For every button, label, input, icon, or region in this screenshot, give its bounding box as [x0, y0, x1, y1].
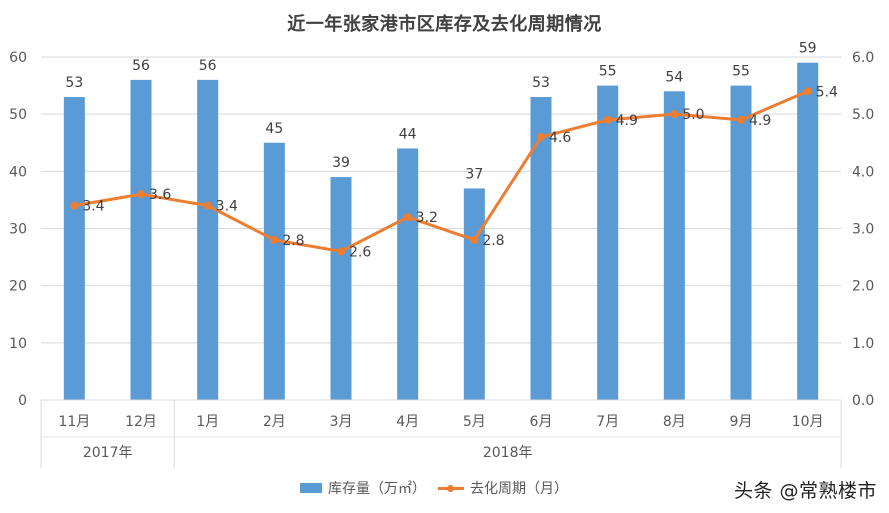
line-value-label: 5.4: [816, 84, 838, 100]
cycle-point-marker[interactable]: [70, 201, 79, 210]
x-tick-label: 11月: [58, 414, 90, 430]
inventory-bar[interactable]: [197, 79, 219, 400]
bar-value-label: 39: [332, 155, 350, 171]
bar-value-label: 59: [799, 41, 817, 57]
right-tick-label: 6.0: [852, 50, 874, 66]
bar-value-label: 44: [399, 126, 417, 142]
x-tick-label: 1月: [196, 414, 219, 430]
bar-value-label: 54: [665, 69, 683, 85]
cycle-point-marker[interactable]: [403, 213, 412, 222]
bar-value-label: 37: [465, 166, 483, 182]
bar-value-label: 55: [732, 64, 750, 80]
legend-item-inventory[interactable]: 库存量（万㎡）: [300, 478, 426, 498]
x-tick-label: 7月: [596, 414, 619, 430]
right-axis-ticks: 0.0 1.0 2.0 3.0 4.0 5.0 6.0: [852, 50, 874, 409]
left-tick-label: 10: [9, 336, 27, 352]
bar-value-label: 55: [599, 64, 617, 80]
x-group-label: 2017年: [83, 445, 133, 461]
legend: 库存量（万㎡） 去化周期（月）: [300, 478, 574, 498]
cycle-point-marker[interactable]: [670, 110, 679, 119]
inventory-bar[interactable]: [530, 97, 552, 401]
cycle-point-marker[interactable]: [737, 115, 745, 124]
bar-value-label: 53: [532, 75, 550, 91]
x-tick-label: 5月: [463, 414, 486, 430]
inventory-bar[interactable]: [597, 85, 619, 400]
cycle-point-marker[interactable]: [337, 247, 345, 256]
line-value-label: 2.8: [482, 233, 504, 249]
line-value-label: 3.2: [416, 210, 438, 226]
inventory-bar[interactable]: [463, 188, 485, 400]
inventory-bar[interactable]: [63, 97, 85, 401]
line-value-label: 3.6: [149, 187, 171, 203]
cycle-line: [70, 87, 812, 256]
bar-value-label: 56: [199, 58, 217, 74]
x-tick-label: 12月: [125, 414, 157, 430]
cycle-point-marker[interactable]: [137, 190, 145, 199]
left-tick-label: 0: [18, 393, 27, 409]
line-value-label: 4.6: [549, 130, 571, 146]
bar-value-label: 56: [132, 58, 150, 74]
inventory-bar[interactable]: [130, 79, 152, 400]
legend-label-cycle: 去化周期（月）: [470, 481, 568, 497]
line-data-labels: 3.4 3.6 3.4 2.8 2.6 3.2 2.8 4.6 4.9 5.0 4.9 5.4: [82, 84, 838, 260]
line-value-label: 3.4: [216, 199, 238, 215]
line-value-label: 5.0: [682, 107, 704, 123]
inventory-bars: [63, 62, 819, 401]
bar-swatch-icon: [300, 483, 322, 493]
x-tick-label: 10月: [792, 414, 824, 430]
left-axis-ticks: 0 10 20 30 40 50 60: [9, 50, 27, 409]
x-axis: 11月 12月 1月 2月 3月 4月 5月 6月 7月 8月 9月 10月 2017年 2018年: [40, 399, 842, 468]
line-value-label: 4.9: [749, 113, 771, 129]
cycle-point-marker[interactable]: [537, 133, 545, 142]
inventory-bar[interactable]: [330, 177, 352, 400]
bar-value-label: 45: [265, 121, 283, 137]
cycle-point-marker[interactable]: [270, 235, 279, 244]
x-tick-label: 2月: [263, 414, 286, 430]
right-tick-label: 0.0: [852, 393, 874, 409]
x-tick-label: 8月: [663, 414, 686, 430]
left-tick-label: 20: [9, 279, 27, 295]
inventory-bar[interactable]: [797, 62, 819, 400]
left-tick-label: 30: [9, 222, 27, 238]
cycle-point-marker[interactable]: [203, 201, 212, 210]
bar-value-label: 53: [65, 75, 83, 91]
watermark: 头条 @常熟楼市: [733, 480, 877, 502]
x-tick-label: 6月: [530, 414, 553, 430]
cycle-point-marker[interactable]: [803, 87, 812, 96]
inventory-bar[interactable]: [663, 91, 685, 401]
x-group-label: 2018年: [483, 445, 533, 461]
inventory-bar[interactable]: [263, 142, 285, 400]
cycle-point-marker[interactable]: [470, 235, 479, 244]
right-tick-label: 2.0: [852, 279, 874, 295]
inventory-bar[interactable]: [397, 148, 419, 400]
line-value-label: 3.4: [82, 199, 104, 215]
x-tick-label: 4月: [396, 414, 419, 430]
left-tick-label: 40: [9, 164, 27, 180]
x-tick-label: 9月: [730, 414, 753, 430]
right-tick-label: 4.0: [852, 164, 874, 180]
line-value-label: 4.9: [616, 113, 638, 129]
line-value-label: 2.8: [282, 233, 304, 249]
bar-data-labels: 53 56 56 45 39 44 37 53 55 54 55 59: [65, 41, 816, 183]
chart-title: 近一年张家港市区库存及去化周期情况: [287, 14, 602, 35]
line-value-label: 2.6: [349, 244, 371, 260]
cycle-line-path: [74, 89, 809, 253]
line-swatch-icon: [438, 484, 464, 492]
x-tick-label: 3月: [330, 414, 353, 430]
left-tick-label: 60: [9, 50, 27, 66]
left-tick-label: 50: [9, 107, 27, 123]
right-tick-label: 1.0: [852, 336, 874, 352]
inventory-bar[interactable]: [730, 85, 752, 400]
legend-item-cycle[interactable]: 去化周期（月）: [438, 478, 568, 498]
legend-label-inventory: 库存量（万㎡）: [328, 481, 426, 497]
right-tick-label: 5.0: [852, 107, 874, 123]
right-tick-label: 3.0: [852, 222, 874, 238]
cycle-point-marker[interactable]: [603, 115, 612, 124]
